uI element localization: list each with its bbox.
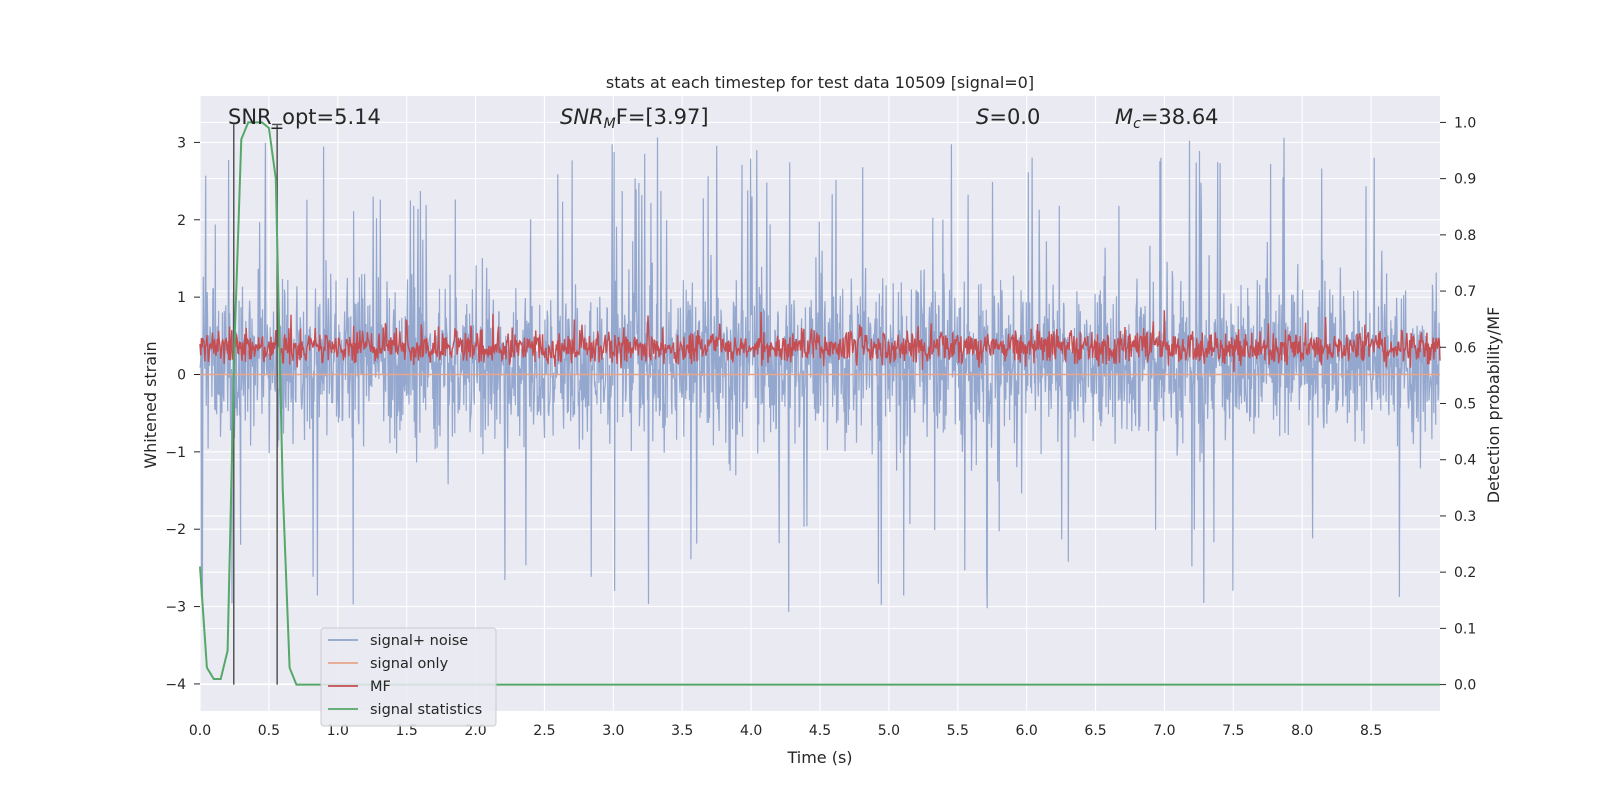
y-axis-label: Whitened strain <box>141 341 160 468</box>
y-right-axis-label: Detection probability/MF <box>1484 307 1503 504</box>
y-tick-label: −2 <box>165 522 186 538</box>
x-tick-label: 1.5 <box>396 723 418 739</box>
x-tick-label: 1.0 <box>327 723 349 739</box>
x-tick-label: 6.5 <box>1084 723 1106 739</box>
legend-label-signal-noise: signal+ noise <box>370 633 468 649</box>
y-axis-ticks: 3 2 1 0 −1 −2 −3 −4 <box>165 135 200 693</box>
x-tick-label: 0.5 <box>258 723 280 739</box>
x-tick-label: 6.0 <box>1016 723 1038 739</box>
y-right-tick-label: 1.0 <box>1454 115 1476 131</box>
annotation-s: S=0.0 <box>976 105 1040 129</box>
y-tick-label: 3 <box>177 135 186 151</box>
legend-label-mf: MF <box>370 679 391 695</box>
x-tick-label: 7.5 <box>1222 723 1244 739</box>
x-tick-label: 8.5 <box>1360 723 1382 739</box>
x-tick-label: 2.5 <box>533 723 555 739</box>
y-tick-label: −3 <box>165 600 186 616</box>
x-tick-label: 5.5 <box>947 723 969 739</box>
y-right-tick-label: 0.4 <box>1454 453 1476 469</box>
annotation-snr-mf: SNRMF=[3.97] <box>560 105 709 132</box>
legend-label-signal-only: signal only <box>370 656 449 672</box>
line-signal-statistics <box>199 121 1440 686</box>
x-tick-label: 8.0 <box>1291 723 1313 739</box>
series-signal-noise <box>199 137 1441 612</box>
y-tick-label: −1 <box>165 445 186 461</box>
chart-title: stats at each timestep for test data 105… <box>606 73 1034 92</box>
y-right-tick-label: 0.5 <box>1454 397 1476 413</box>
y-tick-label: −4 <box>165 677 186 693</box>
x-tick-label: 4.0 <box>740 723 762 739</box>
y-right-tick-label: 0.2 <box>1454 565 1476 581</box>
y-right-tick-label: 0.7 <box>1454 284 1476 300</box>
x-tick-label: 7.0 <box>1153 723 1175 739</box>
legend-label-signal-statistics: signal statistics <box>370 702 482 718</box>
x-tick-label: 3.5 <box>671 723 693 739</box>
y-right-tick-label: 0.0 <box>1454 678 1476 694</box>
y-right-tick-label: 0.3 <box>1454 509 1476 525</box>
y-tick-label: 0 <box>177 367 186 383</box>
y-right-tick-label: 0.9 <box>1454 172 1476 188</box>
y-tick-label: 1 <box>177 290 186 306</box>
x-tick-label: 3.0 <box>602 723 624 739</box>
x-tick-label: 2.0 <box>464 723 486 739</box>
y-right-tick-label: 0.8 <box>1454 228 1476 244</box>
series-signal-statistics <box>199 121 1440 686</box>
y-right-axis-ticks: 1.0 0.9 0.8 0.7 0.6 0.5 0.4 0.3 0.2 0.1 0.0 <box>1440 115 1476 694</box>
y-right-tick-label: 0.1 <box>1454 621 1476 637</box>
x-axis-label: Time (s) <box>786 748 852 767</box>
legend-box <box>320 627 497 727</box>
line-signal-noise <box>199 137 1441 612</box>
y-tick-label: 2 <box>177 213 186 229</box>
y-right-tick-label: 0.6 <box>1454 340 1476 356</box>
x-tick-label: 5.0 <box>878 723 900 739</box>
x-tick-label: 4.5 <box>809 723 831 739</box>
line-mf <box>199 310 1441 372</box>
legend: signal+ noise signal only MF signal stat… <box>320 627 497 727</box>
annotation-snr-opt: SNR_opt=5.14 <box>228 105 381 130</box>
annotation-mc: Mc=38.64 <box>1115 105 1219 132</box>
x-axis-ticks: 0.0 0.5 1.0 1.5 2.0 2.5 3.0 3.5 4.0 4.5 5.0 5.5 6.0 6… <box>189 723 1382 739</box>
series-mf <box>199 310 1441 372</box>
x-tick-label: 0.0 <box>189 723 211 739</box>
